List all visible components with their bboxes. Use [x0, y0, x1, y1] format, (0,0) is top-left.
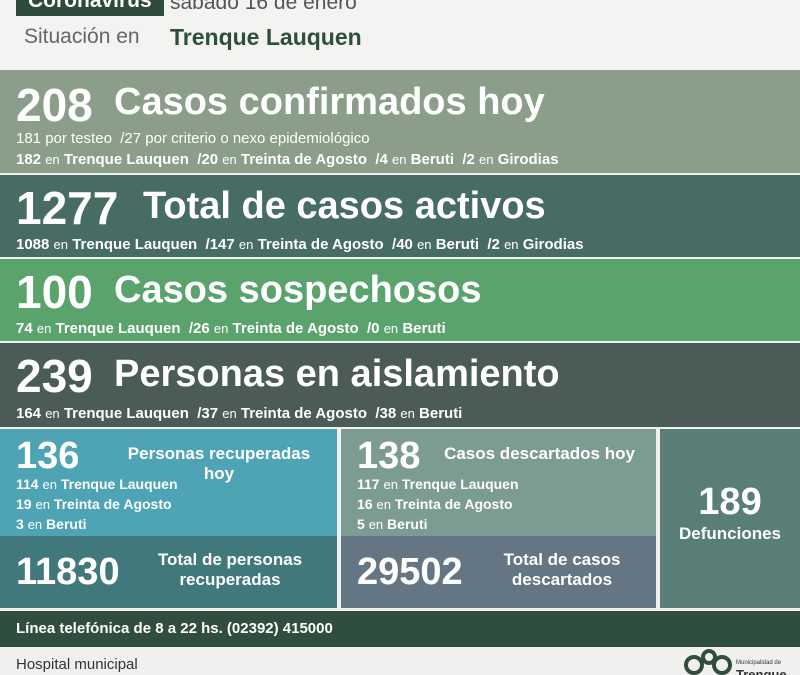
activos-number: 1277	[16, 182, 119, 234]
aislamiento-location-line: 164 en Trenque Lauquen /37 en Treinta de…	[16, 405, 463, 422]
activos-title: Total de casos activos	[143, 185, 546, 227]
recuperadas-total-number: 11830	[16, 551, 120, 593]
recuperadas-row: 19 en Treinta de Agosto	[16, 496, 172, 512]
sospechosos-number: 100	[16, 266, 93, 318]
recuperadas-row: 114 en Trenque Lauquen	[16, 476, 178, 492]
descartados-title: Casos descartados hoy	[444, 444, 635, 463]
descartados-total-panel: 29502 Total de casos descartados	[341, 536, 656, 608]
date-label: sábado 16 de enero	[170, 0, 357, 14]
recuperadas-panel: 136 Personas recuperadas hoy 114 en Tren…	[0, 429, 337, 536]
activos-location-line: 1088 en Trenque Lauquen /147 en Treinta …	[16, 236, 584, 253]
defunciones-number: 189	[698, 481, 762, 523]
confirmados-detail-line: 181 por testeo /27 por criterio o nexo e…	[16, 130, 370, 147]
descartados-number: 138	[357, 435, 421, 477]
sospechosos-location-line: 74 en Trenque Lauquen /26 en Treinta de …	[16, 320, 446, 337]
descartados-panel: 138 Casos descartados hoy 117 en Trenque…	[341, 429, 656, 536]
descartados-total-label: Total de casos descartados	[503, 550, 621, 589]
aislamiento-panel: 239 Personas en aislamiento 164 en Trenq…	[0, 343, 800, 427]
aislamiento-number: 239	[16, 350, 93, 402]
recuperadas-total-panel: 11830 Total de personas recuperadas	[0, 536, 337, 608]
recuperadas-row: 3 en Beruti	[16, 516, 87, 532]
municipality-logo-icon	[684, 649, 732, 675]
phone-line: Línea telefónica de 8 a 22 hs. (02392) 4…	[16, 620, 333, 637]
descartados-row: 5 en Beruti	[357, 516, 428, 532]
logo-small-text: Municipalidad de	[736, 660, 782, 666]
aislamiento-title: Personas en aislamiento	[114, 353, 560, 395]
activos-panel: 1277 Total de casos activos 1088 en Tren…	[0, 175, 800, 257]
recuperadas-number: 136	[16, 435, 80, 477]
defunciones-panel: 189 Defunciones	[660, 429, 800, 608]
sospechosos-title: Casos sospechosos	[114, 269, 482, 311]
defunciones-label: Defunciones	[678, 524, 782, 543]
city-name: Trenque Lauquen	[170, 24, 362, 50]
phone-bar: Línea telefónica de 8 a 22 hs. (02392) 4…	[0, 611, 800, 647]
confirmados-panel: 208 Casos confirmados hoy 181 por testeo…	[0, 70, 800, 173]
hospital-label: Hospital municipal	[16, 656, 138, 673]
descartados-row: 117 en Trenque Lauquen	[357, 476, 519, 492]
descartados-total-number: 29502	[357, 551, 463, 593]
recuperadas-total-label: Total de personas recuperadas	[157, 550, 303, 589]
confirmados-location-line: 182 en Trenque Lauquen /20 en Treinta de…	[16, 151, 559, 168]
confirmados-title: Casos confirmados hoy	[114, 81, 545, 123]
confirmados-number: 208	[16, 79, 93, 131]
header: Coronavirus sábado 16 de enero Situación…	[0, 0, 800, 70]
recuperadas-title: Personas recuperadas hoy	[127, 444, 311, 483]
sospechosos-panel: 100 Casos sospechosos 74 en Trenque Lauq…	[0, 259, 800, 341]
coronavirus-tag: Coronavirus	[16, 0, 164, 16]
descartados-row: 16 en Treinta de Agosto	[357, 496, 513, 512]
logo-big-text: Trenque	[736, 667, 787, 675]
situacion-label: Situación en	[24, 25, 140, 48]
